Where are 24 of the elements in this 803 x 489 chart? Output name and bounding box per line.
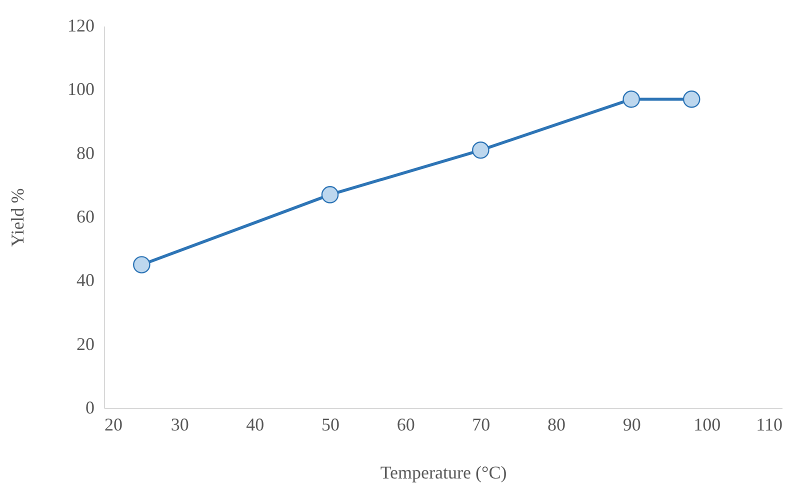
y-tick-label: 60 <box>76 206 94 226</box>
point <box>682 90 700 108</box>
y-tick-label: 80 <box>76 142 94 163</box>
y-tick-label: 0 <box>86 398 94 418</box>
point <box>321 186 339 204</box>
x-tick-label: 30 <box>170 414 189 434</box>
y-tick-label: 20 <box>76 334 94 354</box>
x-tick-label: 70 <box>472 414 490 434</box>
x-tick-label: 40 <box>246 414 264 434</box>
point <box>622 90 640 108</box>
x-tick-label: 110 <box>756 414 782 434</box>
x-tick-label: 100 <box>694 414 721 434</box>
y-axis-title: Yield % <box>8 188 28 247</box>
point <box>472 142 490 159</box>
y-tick-label: 120 <box>68 16 94 36</box>
x-tick-label: 20 <box>104 414 122 434</box>
x-tick-label: 60 <box>396 414 415 434</box>
y-tick-label: 40 <box>76 270 94 290</box>
x-axis-title: Temperature (°C) <box>380 462 507 482</box>
point <box>133 256 150 274</box>
x-tick-label: 90 <box>622 414 641 434</box>
x-tick-label: 80 <box>548 414 566 434</box>
y-tick-label: 100 <box>68 79 94 100</box>
x-tick-label: 50 <box>322 414 340 434</box>
